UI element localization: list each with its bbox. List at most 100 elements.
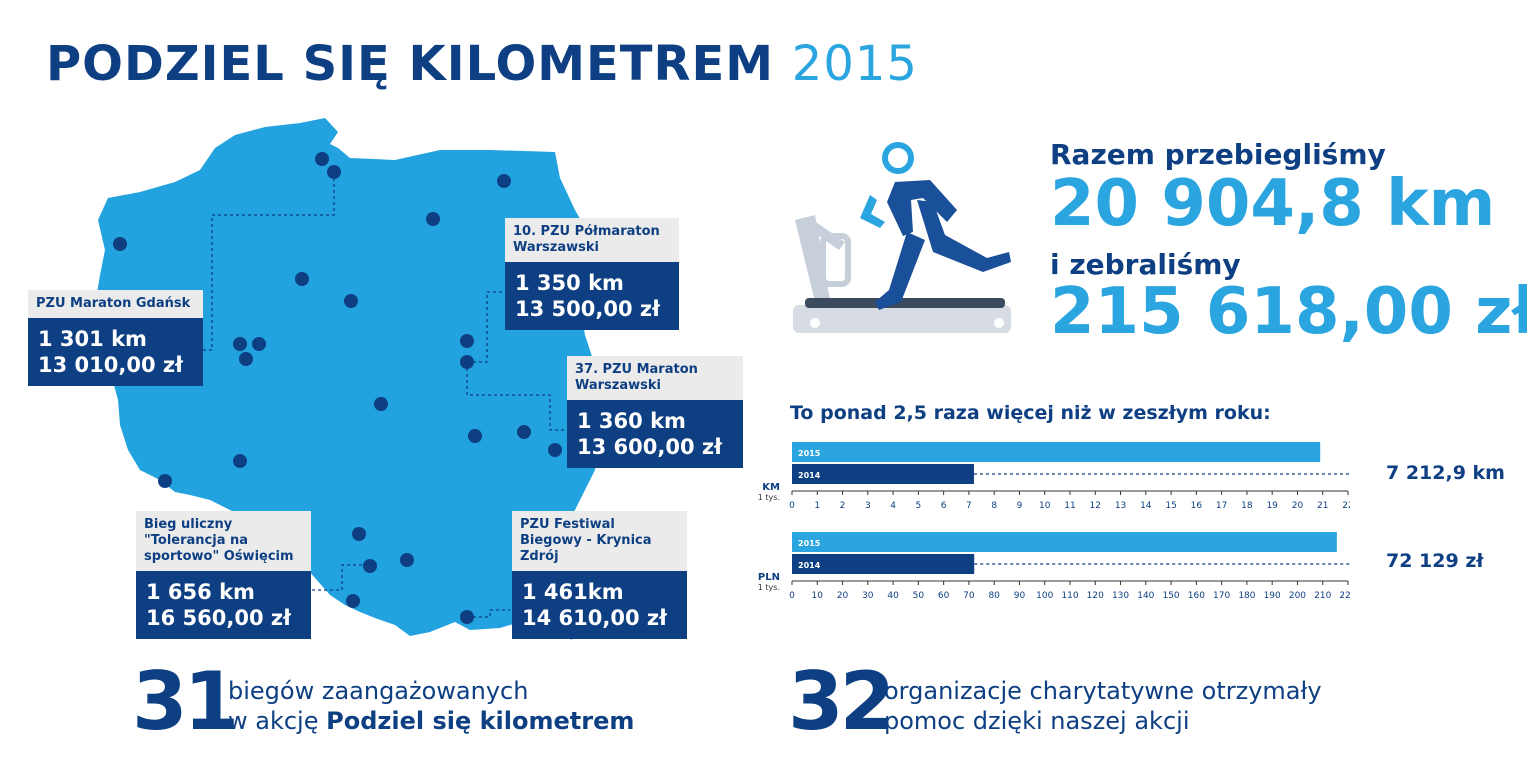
km-tick-label: 8: [991, 501, 997, 511]
page-title: PODZIEL SIĘ KILOMETREM 2015: [46, 36, 918, 92]
pln-tick-label: 130: [1112, 591, 1129, 601]
km-tick-label: 13: [1115, 501, 1126, 511]
raised-label: i zebraliśmy: [1050, 248, 1241, 281]
event-km: 1 656 km: [146, 580, 255, 604]
event-pln: 13 500,00 zł: [515, 297, 660, 321]
pln-bar-2014: [792, 554, 975, 574]
runs-text-line2: w akcję Podziel się kilometrem: [228, 706, 634, 736]
pln-tick-label: 120: [1087, 591, 1104, 601]
runs-count: 31: [132, 655, 239, 748]
km-tick-label: 14: [1140, 501, 1152, 511]
runs-text: biegów zaangażowanych w akcję Podziel si…: [228, 676, 634, 736]
pln-bar-label: 2015: [798, 539, 821, 548]
km-tick-label: 7: [966, 501, 972, 511]
event-km: 1 350 km: [515, 271, 624, 295]
pln-tick-label: 90: [1014, 591, 1026, 601]
pln-tick-label: 150: [1162, 591, 1179, 601]
event-name: 10. PZU Półmaraton Warszawski: [505, 218, 679, 262]
km-bar-label: 2015: [798, 449, 821, 458]
runs-text-prefix: w akcję: [228, 707, 327, 735]
poland-map: [95, 118, 600, 640]
pln-tick-label: 100: [1036, 591, 1053, 601]
pln-tick-label: 0: [789, 591, 795, 601]
km-tick-label: 6: [941, 501, 947, 511]
pln-tick-label: 180: [1238, 591, 1255, 601]
event-pln: 13 010,00 zł: [38, 353, 183, 377]
event-card-gdansk: PZU Maraton Gdańsk 1 301 km 13 010,00 zł: [28, 290, 203, 386]
orgs-text: organizacje charytatywne otrzymały pomoc…: [884, 676, 1322, 736]
runs-text-line1: biegów zaangażowanych: [228, 677, 529, 705]
pln-tick-label: 30: [862, 591, 874, 601]
km-tick-label: 9: [1017, 501, 1023, 511]
km-tick-label: 19: [1266, 501, 1278, 511]
pln-2014-annotation: 72 129 zł: [1386, 550, 1484, 572]
km-2014-annotation: 7 212,9 km: [1386, 462, 1505, 484]
event-values: 1 350 km 13 500,00 zł: [505, 262, 679, 330]
title-main: PODZIEL SIĘ KILOMETREM: [46, 36, 775, 92]
pln-tick-label: 210: [1314, 591, 1331, 601]
chart-pln: 2015 2014 0 10 20 30 40 50 60 70 80 90 100 110 120 130 1…: [758, 532, 1350, 601]
pln-tick-label: 170: [1213, 591, 1230, 601]
km-tick-label: 10: [1039, 501, 1051, 511]
event-values: 1 461km 14 610,00 zł: [512, 571, 687, 639]
pln-tick-label: 190: [1264, 591, 1281, 601]
runs-text-campaign: Podziel się kilometrem: [326, 707, 635, 735]
event-name: Bieg uliczny "Tolerancja na sportowo" Oś…: [136, 511, 311, 571]
km-tick-label: 18: [1241, 501, 1253, 511]
km-tick-label: 15: [1165, 501, 1176, 511]
pln-bar-label: 2014: [798, 561, 821, 570]
km-bar-2014: [792, 464, 974, 484]
km-tick-label: 4: [890, 501, 896, 511]
orgs-text-line1: organizacje charytatywne otrzymały: [884, 677, 1322, 705]
km-tick-label: 20: [1292, 501, 1304, 511]
pln-tick-label: 20: [837, 591, 849, 601]
km-tick-label: 21: [1317, 501, 1328, 511]
pln-bar-2015: [792, 532, 1337, 552]
pln-tick-label: 110: [1061, 591, 1078, 601]
km-tick-label: 12: [1090, 501, 1101, 511]
km-tick-label: 11: [1064, 501, 1075, 511]
event-km: 1 301 km: [38, 327, 147, 351]
pln-axis-label: PLN: [758, 572, 780, 583]
pln-tick-label: 80: [988, 591, 1000, 601]
event-values: 1 360 km 13 600,00 zł: [567, 400, 743, 468]
km-tick-label: 5: [915, 501, 921, 511]
comparison-title: To ponad 2,5 raza więcej niż w zeszłym r…: [790, 402, 1271, 424]
km-axis-unit: 1 tys.: [758, 493, 780, 502]
km-tick-label: 0: [789, 501, 795, 511]
pln-tick-label: 50: [913, 591, 925, 601]
km-tick-label: 2: [840, 501, 846, 511]
orgs-text-line2: pomoc dzięki naszej akcji: [884, 707, 1190, 735]
pln-tick-label: 60: [938, 591, 950, 601]
event-values: 1 301 km 13 010,00 zł: [28, 318, 203, 386]
leader-lines: [203, 172, 567, 618]
km-tick-label: 3: [865, 501, 871, 511]
event-card-maraton-warszawski: 37. PZU Maraton Warszawski 1 360 km 13 6…: [567, 356, 743, 468]
pln-axis-unit: 1 tys.: [758, 583, 780, 592]
run-value: 20 904,8 km: [1050, 167, 1496, 241]
title-year: 2015: [791, 36, 918, 92]
km-tick-label: 1: [814, 501, 820, 511]
raised-value: 215 618,00 zł: [1050, 275, 1527, 349]
km-tick-label: 22: [1342, 501, 1350, 511]
km-tick-label: 17: [1216, 501, 1227, 511]
event-name: PZU Festiwal Biegowy - Krynica Zdrój: [512, 511, 687, 571]
km-axis-label: KM: [762, 482, 780, 493]
event-values: 1 656 km 16 560,00 zł: [136, 571, 311, 639]
event-pln: 14 610,00 zł: [522, 606, 667, 630]
pln-tick-label: 140: [1137, 591, 1154, 601]
pln-tick-label: 160: [1188, 591, 1205, 601]
event-name: PZU Maraton Gdańsk: [28, 290, 203, 318]
event-km: 1 461km: [522, 580, 624, 604]
event-pln: 13 600,00 zł: [577, 435, 722, 459]
event-km: 1 360 km: [577, 409, 686, 433]
km-tick-label: 16: [1191, 501, 1203, 511]
orgs-count: 32: [788, 655, 895, 748]
pln-tick-label: 70: [963, 591, 975, 601]
poland-shape: [95, 118, 600, 640]
pln-tick-label: 200: [1289, 591, 1306, 601]
pln-tick-label: 40: [887, 591, 899, 601]
treadmill-runner-icon: [793, 142, 1011, 333]
event-dots: [113, 152, 562, 624]
